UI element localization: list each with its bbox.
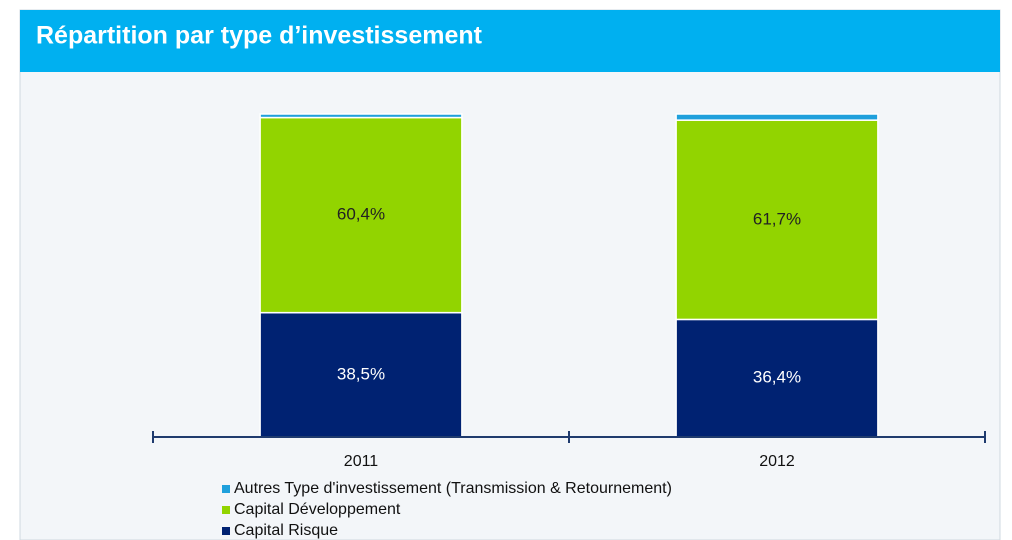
legend-swatch (222, 527, 230, 535)
legend-label: Capital Risque (234, 522, 338, 539)
legend-swatch (222, 485, 230, 493)
data-label: 60,4% (337, 205, 385, 224)
legend-swatch (222, 506, 230, 514)
bar-segment (259, 116, 463, 314)
bar-segment (675, 318, 879, 438)
data-label: 36,4% (753, 368, 801, 387)
legend-label: Capital Développement (234, 501, 401, 518)
legend-label: Autres Type d'investissement (Transmissi… (234, 480, 672, 497)
data-label: 61,7% (753, 209, 801, 228)
bar-segment (259, 113, 463, 119)
chart-title: Répartition par type d’investissement (36, 22, 483, 50)
data-label: 38,5% (337, 364, 385, 383)
x-tick-label: 2011 (344, 453, 379, 470)
header (20, 10, 1000, 72)
bar-segment (675, 119, 879, 321)
bar-segment (675, 113, 879, 121)
x-tick-label: 2012 (759, 453, 795, 470)
